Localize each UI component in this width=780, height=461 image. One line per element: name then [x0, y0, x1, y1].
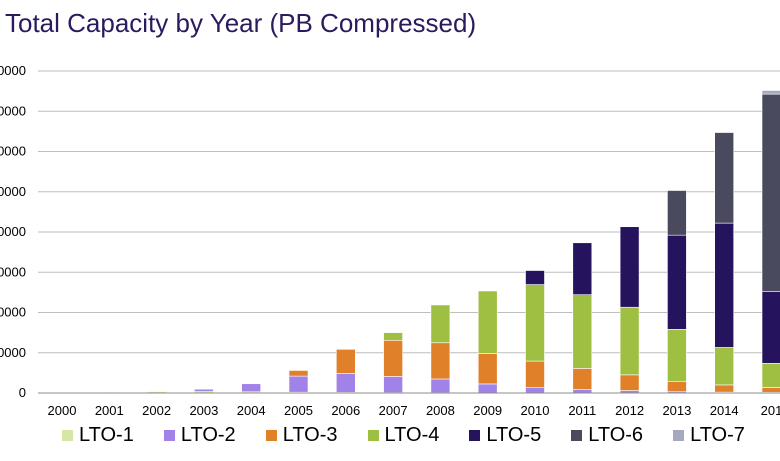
legend-item: LTO-4: [367, 424, 440, 447]
legend-item: LTO-5: [469, 424, 541, 447]
legend-label: LTO-1: [79, 424, 134, 446]
bar-segment-lto-4: [761, 363, 780, 388]
bar-segment-lto-5: [667, 234, 687, 330]
bar-segment-lto-2: [383, 376, 403, 393]
bar-segment-lto-2: [525, 387, 545, 394]
bar-segment-lto-2: [477, 383, 498, 394]
legend-swatch: [673, 430, 685, 441]
bar-segment-lto-4: [667, 329, 687, 382]
x-tick-label: 2002: [142, 403, 171, 418]
y-tick-label: 0000: [0, 305, 26, 320]
bar-segment-lto-6: [667, 190, 687, 236]
bar-segment-lto-4: [525, 284, 545, 362]
bar-segment-lto-2: [241, 383, 261, 393]
x-tick-label: 2009: [473, 403, 502, 418]
y-tick-label: 0000: [0, 345, 26, 360]
bar-segment-lto-3: [572, 368, 593, 390]
legend-swatch: [571, 430, 583, 441]
bar-segment-lto-2: [572, 388, 593, 394]
bar-segment-lto-2: [430, 378, 451, 393]
bar-segment-lto-3: [714, 384, 735, 393]
bar-segment-lto-5: [619, 226, 640, 308]
y-tick-label: 0000: [0, 144, 26, 159]
bar-segment-lto-5: [572, 242, 593, 296]
bar-segment-lto-2: [194, 388, 214, 392]
bar-segment-lto-5: [714, 222, 735, 348]
legend-label: LTO-7: [690, 424, 745, 446]
x-tick-label: 2000: [48, 403, 77, 418]
bar-segment-lto-3: [383, 339, 403, 377]
legend-label: LTO-6: [588, 424, 644, 446]
legend-swatch: [62, 430, 73, 441]
x-tick-label: 201: [761, 403, 780, 418]
bar-segment-lto-2: [335, 373, 356, 393]
x-tick-label: 2010: [521, 403, 550, 418]
bar-segment-lto-6: [714, 132, 735, 224]
legend-item: LTO-3: [265, 424, 338, 447]
bar-segment-lto-3: [525, 360, 545, 388]
bar-segment-lto-4: [430, 304, 451, 344]
legend-label: LTO-5: [486, 424, 542, 446]
bar-segment-lto-3: [477, 353, 498, 385]
y-tick-label: 0000: [0, 224, 26, 239]
x-tick-label: 2001: [95, 403, 124, 418]
bar-segment-lto-3: [335, 349, 356, 374]
x-tick-label: 2008: [426, 403, 455, 418]
legend-item: LTO-6: [571, 424, 643, 447]
y-tick-label: 0000: [0, 63, 26, 78]
x-tick-label: 2005: [284, 403, 313, 418]
x-tick-label: 2011: [568, 403, 596, 418]
legend-label: LTO-2: [180, 424, 236, 446]
y-tick-label: 0000: [0, 264, 26, 279]
legend-swatch: [163, 430, 175, 441]
x-tick-label: 2007: [379, 403, 408, 418]
bar-segment-lto-3: [288, 370, 309, 377]
x-tick-label: 2003: [189, 403, 218, 418]
legend-item: LTO-2: [163, 424, 236, 447]
bar-segment-lto-3: [430, 342, 451, 380]
bar-segment-lto-6: [761, 93, 780, 292]
bar-segment-lto-7: [761, 90, 780, 95]
y-tick-label: 0000: [0, 103, 26, 118]
bar-segment-lto-3: [619, 374, 640, 391]
chart-title: Total Capacity by Year (PB Compressed): [5, 8, 477, 38]
x-tick-label: 2006: [331, 403, 360, 418]
x-tick-label: 2012: [615, 403, 644, 418]
legend-swatch: [265, 430, 277, 441]
y-tick-label: 0000: [0, 184, 26, 199]
bar-segment-lto-4: [714, 347, 735, 386]
bar-segment-lto-4: [572, 294, 593, 369]
bar-segment-lto-4: [619, 306, 640, 376]
bar-segment-lto-5: [761, 291, 780, 364]
x-tick-label: 2004: [237, 403, 266, 418]
x-tick-label: 2013: [662, 403, 691, 418]
y-tick-label: 0: [19, 385, 26, 400]
bar-segment-lto-4: [383, 332, 403, 341]
bar-segment-lto-3: [761, 387, 780, 393]
x-tick-label: 2014: [710, 403, 739, 418]
legend-swatch: [469, 430, 481, 441]
bar-segment-lto-3: [667, 380, 687, 393]
bar-segment-lto-5: [525, 270, 545, 285]
legend-label: LTO-3: [282, 424, 338, 446]
legend-item: LTO-7: [673, 424, 745, 447]
legend-item: LTO-1: [62, 424, 134, 447]
bar-segment-lto-2: [288, 375, 309, 393]
bar-segment-lto-4: [477, 290, 498, 354]
bar-segment-lto-2: [146, 390, 167, 392]
legend-swatch: [367, 430, 379, 441]
chart-legend: LTO-1 LTO-2 LTO-3 LTO-4 LTO-5 LTO-6 LTO-7: [62, 424, 745, 447]
legend-label: LTO-4: [384, 424, 440, 446]
